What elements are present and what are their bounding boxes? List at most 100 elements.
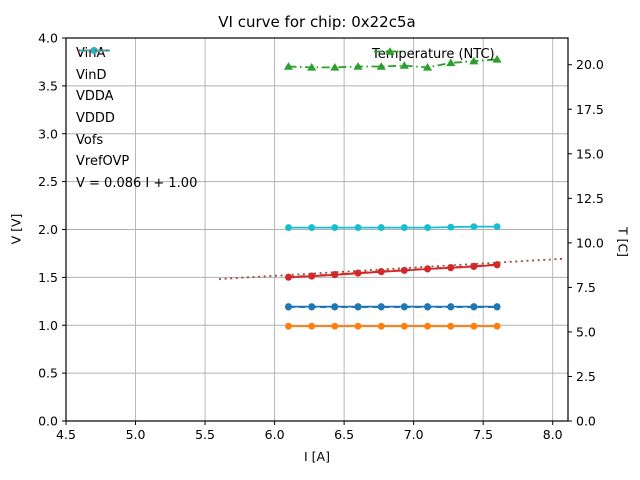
data-point-marker: [308, 322, 316, 330]
y-tick-label-left: 0.0: [38, 414, 58, 429]
legend-label: VDDD: [76, 111, 115, 127]
series-v-0-086-i-1-00: [218, 257, 564, 280]
y-tick-label-right: 7.5: [576, 280, 596, 295]
series-line: [218, 257, 564, 280]
data-point-marker: [424, 322, 431, 330]
x-tick-label: 8.0: [543, 427, 563, 442]
x-tick-label: 4.5: [56, 427, 76, 442]
data-point-marker: [307, 62, 317, 71]
series-line: [288, 264, 498, 279]
legend-temperature: Temperature (NTC): [372, 44, 495, 66]
y-tick-label-left: 4.0: [38, 31, 58, 46]
y-tick-label-right: 20.0: [576, 57, 604, 72]
y-tick-label-right: 5.0: [576, 324, 596, 339]
legend-label: VDDA: [76, 89, 114, 105]
legend-item-v-0-086-i-1-00: V = 0.086 I + 1.00: [76, 49, 198, 195]
legend-item-temperature-ntc-: Temperature (NTC): [372, 44, 495, 66]
data-point-marker: [285, 224, 292, 231]
legend-label: V = 0.086 I + 1.00: [76, 175, 198, 191]
series-vrefovp: [285, 223, 501, 231]
y-tick-label-left: 3.0: [38, 126, 58, 141]
legend-item-vofs: Vofs: [76, 47, 197, 151]
x-tick-label: 7.0: [404, 427, 424, 442]
data-point-marker: [469, 56, 479, 65]
x-tick-label: 6.0: [265, 427, 285, 442]
data-point-marker: [400, 303, 408, 311]
legend-line-sample-icon: [78, 47, 110, 54]
data-point-marker: [376, 62, 386, 70]
data-point-marker: [399, 61, 409, 69]
data-point-marker: [377, 303, 385, 311]
data-point-marker: [400, 322, 408, 330]
series-line: [288, 225, 498, 229]
data-point-marker: [493, 303, 501, 311]
data-point-marker: [447, 322, 455, 330]
data-point-marker: [424, 224, 431, 231]
data-point-marker: [283, 62, 294, 70]
data-point-marker: [447, 303, 455, 311]
data-point-marker: [330, 62, 340, 71]
data-point-marker: [308, 303, 316, 311]
series-line: [288, 58, 498, 69]
x-tick-label: 5.0: [126, 427, 146, 442]
legend-sample-marker: [385, 47, 395, 55]
data-point-marker: [285, 322, 292, 330]
x-tick-label: 5.5: [195, 427, 215, 442]
legend-sample-marker: [90, 47, 98, 54]
data-point-marker: [331, 322, 339, 330]
chart-title: VI curve for chip: 0x22c5a: [218, 13, 416, 31]
data-point-marker: [331, 224, 339, 231]
series-vofs: [285, 322, 501, 330]
data-point-marker: [353, 62, 363, 70]
y-tick-label-right: 2.5: [576, 369, 596, 384]
series-vddd: [285, 303, 501, 311]
legend-item-vind: VinD: [76, 47, 197, 87]
legend-label: VrefOVP: [76, 154, 130, 170]
legend-main: VinA VinD VDDA VDDD Vofs VrefOVP V = 0.086 I +…: [76, 43, 197, 194]
data-point-marker: [493, 223, 501, 231]
data-point-marker: [446, 58, 456, 67]
y-tick-label-left: 2.5: [38, 174, 58, 189]
data-point-marker: [377, 224, 385, 231]
y-tick-label-right: 15.0: [576, 146, 604, 161]
legend-item-vrefovp: VrefOVP: [76, 47, 197, 173]
legend-item-vddd: VDDD: [76, 47, 197, 130]
series-vind: [285, 261, 501, 281]
y-axis-label-left: V [V]: [8, 213, 24, 245]
legend-line-sample-icon: [374, 47, 406, 55]
data-point-marker: [422, 62, 433, 71]
data-point-marker: [470, 322, 478, 330]
y-tick-label-right: 12.5: [576, 191, 604, 206]
data-point-marker: [377, 322, 385, 330]
y-tick-label-left: 1.5: [38, 270, 58, 285]
series-temperature-ntc-: [283, 54, 502, 71]
legend-label: VinD: [76, 67, 107, 83]
y-tick-label-left: 2.0: [38, 222, 58, 237]
data-point-marker: [400, 224, 408, 231]
data-point-marker: [470, 223, 478, 231]
y-tick-label-right: 0.0: [576, 414, 596, 429]
data-point-marker: [308, 224, 316, 231]
y-tick-label-left: 0.5: [38, 366, 58, 381]
x-axis-label: I [A]: [304, 449, 330, 464]
y-tick-label-left: 3.5: [38, 78, 58, 93]
data-point-marker: [354, 322, 362, 330]
data-point-marker: [331, 303, 339, 311]
data-point-marker: [492, 54, 502, 63]
y-axis-label-right: T [C]: [615, 226, 631, 258]
data-point-marker: [470, 303, 478, 311]
legend-label: Vofs: [76, 132, 104, 148]
y-tick-label-right: 10.0: [576, 235, 604, 250]
data-point-marker: [424, 303, 431, 311]
x-tick-label: 7.5: [473, 427, 493, 442]
y-tick-label-left: 1.0: [38, 318, 58, 333]
y-tick-label-right: 17.5: [576, 102, 604, 117]
legend-item-vdda: VDDA: [76, 47, 197, 108]
legend-line-sample-icon: [78, 49, 110, 52]
series-line: [288, 263, 498, 278]
data-point-marker: [493, 322, 501, 330]
data-point-marker: [285, 303, 292, 311]
data-point-marker: [354, 303, 362, 311]
